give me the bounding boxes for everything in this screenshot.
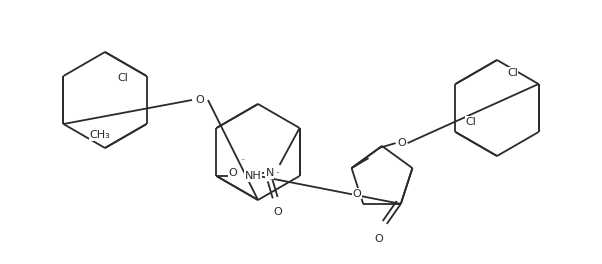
Text: ⁻: ⁻: [240, 156, 245, 165]
Text: O: O: [352, 189, 361, 199]
Text: CH₃: CH₃: [90, 130, 110, 140]
Text: O: O: [196, 95, 204, 105]
Text: Cl: Cl: [507, 68, 518, 78]
Text: Cl: Cl: [118, 73, 129, 83]
Text: Cl: Cl: [465, 117, 476, 127]
Text: O: O: [273, 207, 282, 217]
Text: O: O: [374, 234, 383, 244]
Text: ·: ·: [276, 167, 279, 180]
Text: NH: NH: [244, 171, 261, 181]
Text: O: O: [229, 168, 238, 178]
Text: O: O: [397, 138, 406, 148]
Text: N: N: [265, 168, 274, 178]
